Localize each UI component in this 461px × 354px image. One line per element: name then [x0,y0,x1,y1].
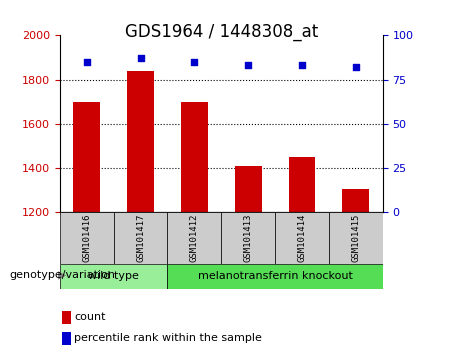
Text: GSM101413: GSM101413 [244,214,253,262]
Bar [167,264,383,289]
Bar [221,212,275,264]
Text: GSM101416: GSM101416 [83,214,91,262]
Text: melanotransferrin knockout: melanotransferrin knockout [198,271,353,281]
Bar [60,212,114,264]
Point [352,64,360,70]
Text: GSM101415: GSM101415 [351,214,360,262]
Text: wild type: wild type [88,271,139,281]
Text: GDS1964 / 1448308_at: GDS1964 / 1448308_at [124,23,318,41]
Bar [62,311,71,324]
Bar [62,332,71,345]
Bar [342,189,369,212]
Bar [167,212,221,264]
Bar [181,102,208,212]
Point [298,63,306,68]
Bar [60,264,167,289]
Text: GSM101414: GSM101414 [297,214,307,262]
Point [244,63,252,68]
Bar [329,212,383,264]
Bar [275,212,329,264]
Point [191,59,198,65]
Bar [114,212,167,264]
Text: GSM101412: GSM101412 [190,214,199,262]
Bar [127,71,154,212]
Point [137,56,144,61]
Bar [235,166,261,212]
Text: percentile rank within the sample: percentile rank within the sample [75,333,262,343]
Bar [73,102,100,212]
Text: GSM101417: GSM101417 [136,214,145,262]
Text: count: count [75,312,106,322]
Point [83,59,90,65]
Bar [289,157,315,212]
Text: genotype/variation: genotype/variation [9,270,115,280]
